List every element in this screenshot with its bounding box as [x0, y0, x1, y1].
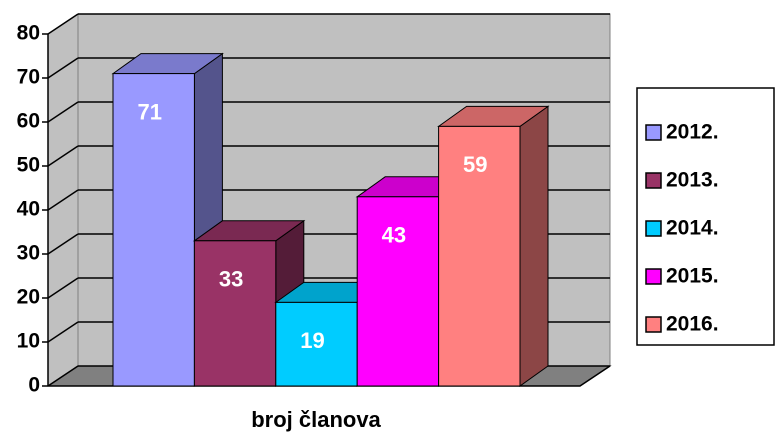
- legend-label: 2014.: [666, 217, 719, 240]
- legend-label: 2013.: [666, 169, 719, 192]
- bar-side: [519, 105, 549, 387]
- legend-swatch: [645, 316, 662, 333]
- grid-line: [47, 365, 79, 387]
- grid-line: [47, 233, 79, 255]
- y-tick-label: 70: [17, 66, 40, 89]
- bar: [275, 301, 358, 387]
- bar: [438, 125, 521, 387]
- data-label: 43: [382, 223, 406, 248]
- y-tick-label: 50: [17, 154, 40, 177]
- grid-line: [47, 101, 79, 123]
- bar: [112, 73, 195, 387]
- grid-line: [47, 145, 79, 167]
- y-tick-label: 20: [17, 286, 40, 309]
- grid-line: [47, 189, 79, 211]
- legend-label: 2015.: [666, 265, 719, 288]
- y-tick-label: 60: [17, 110, 40, 133]
- y-tick-label: 0: [28, 374, 40, 397]
- data-label: 59: [463, 152, 487, 177]
- y-tick-label: 80: [17, 22, 40, 45]
- data-label: 33: [219, 267, 243, 292]
- data-label: 19: [300, 328, 324, 353]
- y-tick-label: 30: [17, 242, 40, 265]
- grid-line: [47, 321, 79, 343]
- y-tick-label: 40: [17, 198, 40, 221]
- legend-swatch: [645, 220, 662, 237]
- y-tick-label: 10: [17, 330, 40, 353]
- x-tick-label: broj članova: [251, 407, 381, 432]
- legend-label: 2016.: [666, 313, 719, 336]
- grid-line: [47, 13, 79, 35]
- legend-swatch: [645, 268, 662, 285]
- grid-line: [47, 277, 79, 299]
- data-label: 71: [137, 99, 161, 124]
- legend-swatch: [645, 172, 662, 189]
- legend-swatch: [645, 124, 662, 141]
- grid-line: [47, 57, 79, 79]
- bar: [356, 196, 440, 387]
- bar: [193, 240, 277, 387]
- legend-label: 2012.: [666, 121, 719, 144]
